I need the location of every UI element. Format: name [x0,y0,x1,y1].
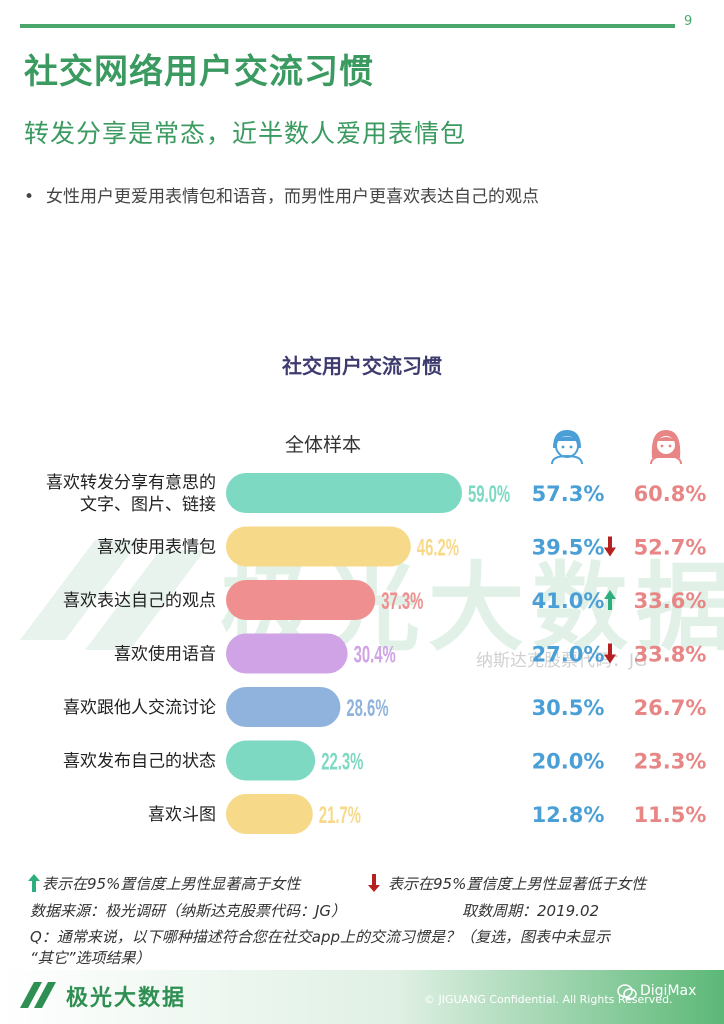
bullet-dot: • [24,187,35,207]
female-value: 23.3% [634,750,707,774]
up-arrow-icon [28,874,40,892]
bar-1 [226,473,462,513]
wechat-icon [617,984,637,1000]
down-arrow-icon [604,643,616,664]
footer-badge: DigiMax [640,983,697,999]
category-label: 喜欢使用语音 [114,644,216,665]
bar-4 [226,633,348,674]
bar-value-label: 30.4% [354,642,396,668]
male-value: 41.0% [532,589,605,613]
female-value: 52.7% [634,536,707,560]
data-source: 数据来源：极光调研（纳斯达克股票代码：JG） [30,902,347,920]
top-divider [20,24,675,28]
column-header-total: 全体样本 [285,434,362,456]
bar-value-label: 46.2% [417,535,459,561]
bullet-text: 女性用户更爱用表情包和语音，而男性用户更喜欢表达自己的观点 [46,187,539,207]
legend-down-text: 表示在95%置信度上男性显著低于女性 [388,875,647,893]
chart-title: 社交用户交流习惯 [282,354,442,378]
down-arrow-icon [604,536,616,557]
category-label: 文字、图片、链接 [80,495,216,515]
bar-value-label: 59.0% [468,482,510,508]
female-value: 60.8% [634,482,707,506]
male-value: 57.3% [532,482,605,506]
watermark-subtext: 纳斯达克股票代码：JG [476,651,648,671]
footer-band [0,970,724,1024]
jiguang-logo-icon [20,982,56,1008]
bar-value-label: 21.7% [319,803,361,829]
male-value: 27.0% [532,643,605,667]
category-label: 喜欢发布自己的状态 [63,752,216,772]
category-label: 喜欢斗图 [148,805,216,825]
category-label: 喜欢转发分享有意思的 [46,473,216,493]
male-user-icon [551,430,583,464]
female-user-icon [650,430,682,464]
female-value: 33.8% [634,643,707,667]
data-period: 取数周期：2019.02 [462,902,600,920]
bar-value-label: 28.6% [346,696,388,722]
category-label: 喜欢使用表情包 [97,537,216,558]
male-value: 12.8% [532,803,605,827]
question-line-1: Q：通常来说，以下哪种描述符合您在社交app上的交流习惯是？（复选，图表中未显示 [30,928,611,946]
male-value: 30.5% [532,696,605,720]
page-subtitle: 转发分享是常态，近半数人爱用表情包 [24,119,467,148]
bar-3 [226,580,376,620]
legend-up-text: 表示在95%置信度上男性显著高于女性 [42,875,301,893]
footer-copyright: © JIGUANG Confidential. All Rights Reser… [424,993,673,1006]
down-arrow-icon [368,874,380,892]
female-value: 26.7% [634,696,707,720]
category-label: 喜欢跟他人交流讨论 [63,698,216,718]
bar-5 [226,687,341,727]
page-title: 社交网络用户交流习惯 [24,52,374,92]
up-arrow-icon [604,590,616,610]
bar-2 [226,526,411,567]
bar-6 [226,740,316,781]
page-number: 9 [684,14,693,29]
female-value: 33.6% [634,589,707,613]
female-value: 11.5% [634,803,707,827]
male-value: 20.0% [532,750,605,774]
category-label: 喜欢表达自己的观点 [63,591,216,611]
bar-value-label: 37.3% [381,589,423,615]
bar-7 [226,794,313,834]
bullet-point: • 女性用户更爱用表情包和语音，而男性用户更喜欢表达自己的观点 [24,182,539,207]
male-value: 39.5% [532,536,605,560]
bar-value-label: 22.3% [321,749,363,775]
footer-logo-text: 极光大数据 [66,986,187,1011]
question-line-2: “其它”选项结果） [30,949,151,967]
